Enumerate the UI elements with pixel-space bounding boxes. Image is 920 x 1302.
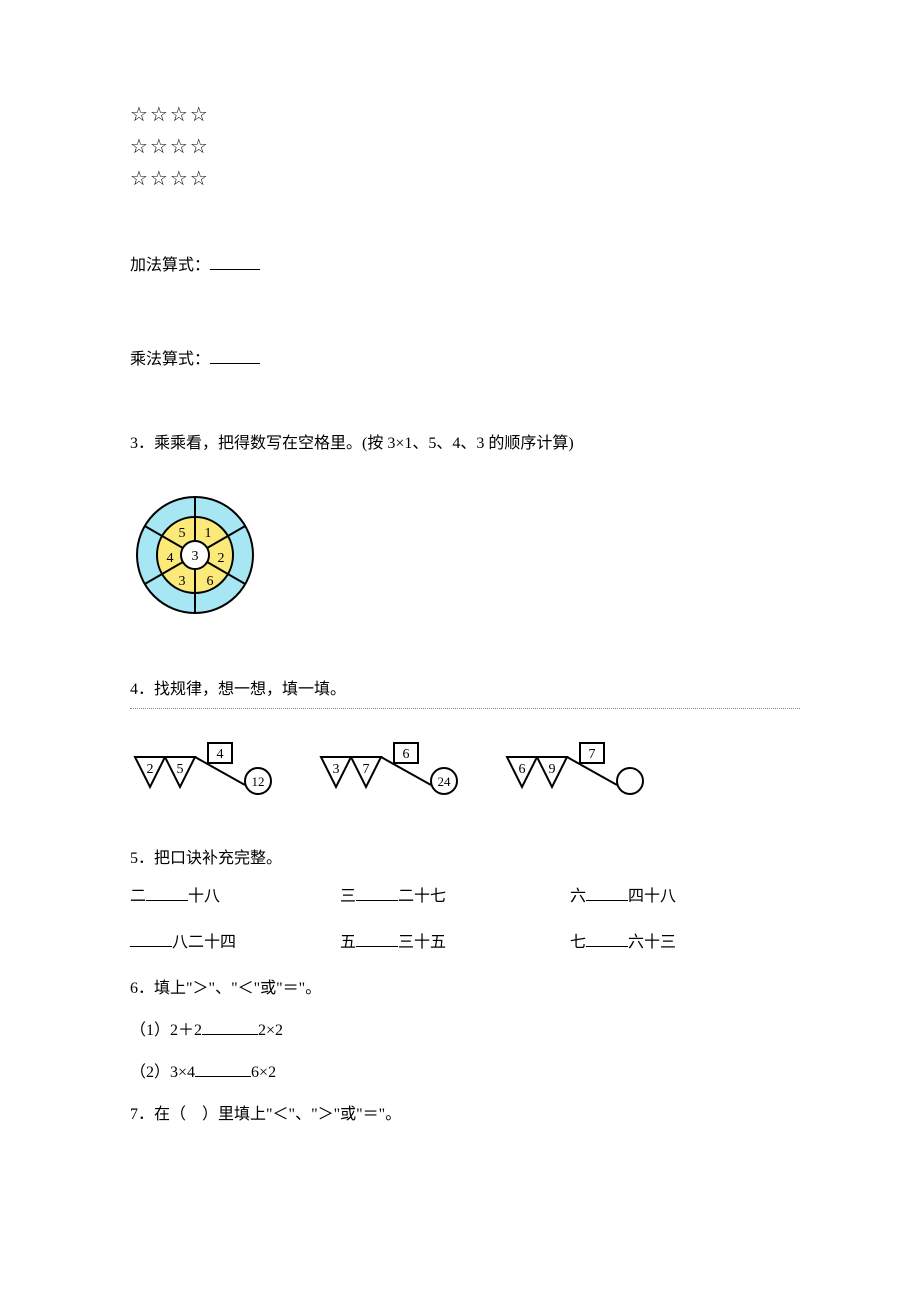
item-label: （1） (130, 1022, 170, 1039)
circle-val: 24 (438, 774, 452, 789)
blank (356, 885, 398, 901)
q4-block: 4．找规律，想一想，填一填。 2 5 4 12 3 7 (130, 678, 800, 803)
blank (202, 1019, 258, 1035)
q4-set-3: 6 9 7 (502, 741, 662, 803)
star-row: ☆☆☆☆ (130, 164, 800, 194)
pre: 七 (570, 934, 586, 951)
addition-line: 加法算式： (130, 254, 800, 278)
item-label: （2） (130, 1064, 170, 1081)
q3-text: 3．乘乘看，把得数写在空格里。(按 3×1、5、4、3 的顺序计算) (130, 432, 800, 456)
addition-label: 加法算式： (130, 257, 210, 274)
q5-cell: 五 三十五 (340, 931, 570, 955)
q5-text: 5．把口诀补充完整。 (130, 847, 800, 871)
left: 3×4 (170, 1064, 195, 1081)
right: 2×2 (258, 1022, 283, 1039)
circle-icon (617, 768, 643, 794)
q6-block: 6．填上"＞"、"＜"或"＝"。 （1）2＋2 2×2 （2）3×4 6×2 (130, 977, 800, 1085)
right: 6×2 (251, 1064, 276, 1081)
q6-item: （2）3×4 6×2 (130, 1061, 800, 1085)
q3-block: 3．乘乘看，把得数写在空格里。(按 3×1、5、4、3 的顺序计算) 3 1 2… (130, 432, 800, 628)
circle-val: 12 (252, 774, 265, 789)
pre: 六 (570, 888, 586, 905)
q4-set-2: 3 7 6 24 (316, 741, 476, 803)
q6-text: 6．填上"＞"、"＜"或"＝"。 (130, 977, 800, 1001)
seg-val: 4 (167, 551, 174, 566)
q5-cell: 七 六十三 (570, 931, 750, 955)
q5-row: 八二十四 五 三十五 七 六十三 (130, 931, 800, 955)
seg-val: 1 (205, 526, 212, 541)
pre: 二 (130, 888, 146, 905)
blank (210, 254, 260, 270)
q5-cell: 八二十四 (130, 931, 340, 955)
q4-svg: 3 7 6 24 (316, 741, 476, 795)
blank (146, 885, 188, 901)
post: 二十七 (398, 888, 446, 905)
blank (195, 1061, 251, 1077)
t2: 9 (549, 762, 556, 777)
post: 八二十四 (172, 934, 236, 951)
q3-circle-diagram: 3 1 2 6 3 4 5 (130, 490, 800, 628)
dotted-rule (130, 708, 800, 709)
t1: 6 (519, 762, 526, 777)
q5-cell: 三 二十七 (340, 885, 570, 909)
q6-item: （1）2＋2 2×2 (130, 1019, 800, 1043)
seg-val: 5 (179, 526, 186, 541)
q4-svg: 6 9 7 (502, 741, 662, 795)
q5-row: 二 十八 三 二十七 六 四十八 (130, 885, 800, 909)
center-value: 3 (192, 549, 199, 564)
post: 六十三 (628, 934, 676, 951)
post: 四十八 (628, 888, 676, 905)
q5-rows: 二 十八 三 二十七 六 四十八 八二十四 五 三十五 七 六十三 (130, 885, 800, 955)
t2: 5 (177, 762, 184, 777)
seg-val: 6 (207, 574, 214, 589)
pre: 三 (340, 888, 356, 905)
q4-svg: 2 5 4 12 (130, 741, 290, 795)
q5-cell: 二 十八 (130, 885, 340, 909)
box-val: 4 (217, 747, 224, 762)
blank (586, 931, 628, 947)
q5-block: 5．把口诀补充完整。 二 十八 三 二十七 六 四十八 八二十四 五 三十五 七 六十三 (130, 847, 800, 955)
post: 十八 (188, 888, 220, 905)
left: 2＋2 (170, 1022, 202, 1039)
q7-block: 7．在（ ）里填上"＜"、"＞"或"＝"。 (130, 1103, 800, 1127)
seg-val: 3 (179, 574, 186, 589)
q4-set-1: 2 5 4 12 (130, 741, 290, 803)
box-val: 7 (589, 747, 596, 762)
blank (210, 348, 260, 364)
blank (586, 885, 628, 901)
t1: 3 (333, 762, 340, 777)
star-row: ☆☆☆☆ (130, 100, 800, 130)
blank (130, 931, 172, 947)
blank (356, 931, 398, 947)
multiplication-label: 乘法算式： (130, 351, 210, 368)
star-row: ☆☆☆☆ (130, 132, 800, 162)
post: 三十五 (398, 934, 446, 951)
q4-text: 4．找规律，想一想，填一填。 (130, 678, 800, 702)
t1: 2 (147, 762, 154, 777)
q4-diagrams: 2 5 4 12 3 7 6 24 (130, 741, 800, 803)
q5-cell: 六 四十八 (570, 885, 750, 909)
multiplication-line: 乘法算式： (130, 348, 800, 372)
q7-text: 7．在（ ）里填上"＜"、"＞"或"＝"。 (130, 1103, 800, 1127)
box-val: 6 (403, 747, 410, 762)
pre: 五 (340, 934, 356, 951)
stars-block: ☆☆☆☆ ☆☆☆☆ ☆☆☆☆ (130, 100, 800, 194)
seg-val: 2 (218, 551, 225, 566)
t2: 7 (363, 762, 370, 777)
circle-svg: 3 1 2 6 3 4 5 (130, 490, 260, 620)
